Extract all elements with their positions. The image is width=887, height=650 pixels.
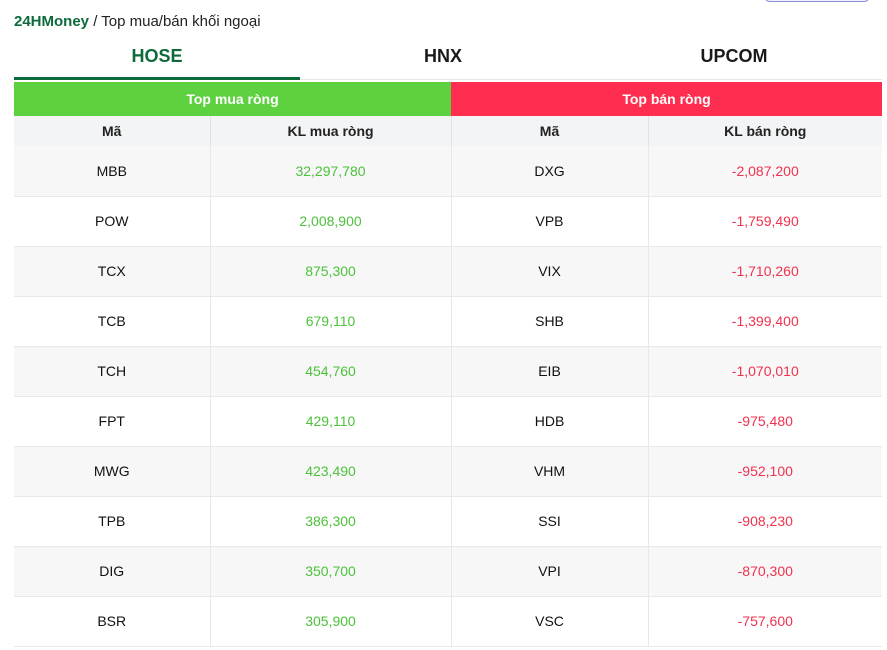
buy-symbol-cell[interactable]: TCX bbox=[14, 246, 211, 297]
top-sell-header: Top bán ròng bbox=[451, 82, 883, 116]
sell-symbol-cell[interactable]: VHM bbox=[451, 446, 649, 497]
table-row: TCH 454,760 EIB -1,070,010 bbox=[14, 346, 883, 397]
top-widget-edge bbox=[764, 0, 870, 2]
buy-symbol-column-header: Mã bbox=[14, 116, 211, 146]
sell-symbol-cell[interactable]: VPI bbox=[451, 546, 649, 597]
sell-volume-column-header: KL bán ròng bbox=[648, 116, 883, 146]
buy-symbol-cell[interactable]: MBB bbox=[14, 146, 211, 197]
exchange-tabs: HOSE HNX UPCOM bbox=[14, 38, 882, 80]
sell-symbol-cell[interactable]: VSC bbox=[451, 596, 649, 647]
breadcrumb-separator: / bbox=[89, 13, 102, 30]
sell-volume-cell: -952,100 bbox=[648, 446, 883, 497]
table-row: TCB 679,110 SHB -1,399,400 bbox=[14, 296, 883, 347]
buy-volume-cell: 386,300 bbox=[210, 496, 452, 547]
sell-symbol-cell[interactable]: EIB bbox=[451, 346, 649, 397]
breadcrumb-brand-link[interactable]: 24HMoney bbox=[14, 13, 90, 30]
tab-upcom[interactable]: UPCOM bbox=[700, 46, 768, 66]
sell-volume-cell: -1,399,400 bbox=[648, 296, 883, 347]
tab-hnx[interactable]: HNX bbox=[423, 46, 462, 66]
table-row: DIG 350,700 VPI -870,300 bbox=[14, 546, 883, 597]
sell-symbol-cell[interactable]: HDB bbox=[451, 396, 649, 447]
sell-volume-cell: -870,300 bbox=[648, 546, 883, 597]
sell-volume-cell: -1,710,260 bbox=[648, 246, 883, 297]
sell-volume-cell: -1,759,490 bbox=[648, 196, 883, 247]
top-buy-header: Top mua ròng bbox=[14, 82, 452, 116]
buy-volume-cell: 305,900 bbox=[210, 596, 452, 647]
buy-symbol-cell[interactable]: TCH bbox=[14, 346, 211, 397]
buy-symbol-cell[interactable]: POW bbox=[14, 196, 211, 247]
tab-hose[interactable]: HOSE bbox=[14, 38, 300, 80]
buy-symbol-cell[interactable]: DIG bbox=[14, 546, 211, 597]
buy-volume-cell: 679,110 bbox=[210, 296, 452, 347]
buy-volume-cell: 423,490 bbox=[210, 446, 452, 497]
sell-volume-cell: -2,087,200 bbox=[648, 146, 883, 197]
buy-volume-cell: 875,300 bbox=[210, 246, 452, 297]
foreign-trading-table: Top mua ròng Top bán ròng Mã KL mua ròng… bbox=[14, 82, 883, 647]
sell-symbol-cell[interactable]: VIX bbox=[451, 246, 649, 297]
table-row: POW 2,008,900 VPB -1,759,490 bbox=[14, 196, 883, 247]
buy-volume-cell: 454,760 bbox=[210, 346, 452, 397]
buy-symbol-cell[interactable]: MWG bbox=[14, 446, 211, 497]
buy-volume-cell: 2,008,900 bbox=[210, 196, 452, 247]
breadcrumb: 24HMoney / Top mua/bán khối ngoại bbox=[14, 12, 261, 32]
sell-volume-cell: -908,230 bbox=[648, 496, 883, 547]
sell-volume-cell: -975,480 bbox=[648, 396, 883, 447]
sell-volume-cell: -1,070,010 bbox=[648, 346, 883, 397]
table-row: TCX 875,300 VIX -1,710,260 bbox=[14, 246, 883, 297]
buy-volume-cell: 32,297,780 bbox=[210, 146, 452, 197]
buy-symbol-cell[interactable]: TPB bbox=[14, 496, 211, 547]
buy-volume-column-header: KL mua ròng bbox=[210, 116, 452, 146]
buy-symbol-cell[interactable]: FPT bbox=[14, 396, 211, 447]
buy-symbol-cell[interactable]: TCB bbox=[14, 296, 211, 347]
sell-symbol-cell[interactable]: SSI bbox=[451, 496, 649, 547]
table-row: MBB 32,297,780 DXG -2,087,200 bbox=[14, 146, 883, 197]
sell-volume-cell: -757,600 bbox=[648, 596, 883, 647]
buy-volume-cell: 350,700 bbox=[210, 546, 452, 597]
sell-symbol-column-header: Mã bbox=[451, 116, 649, 146]
buy-volume-cell: 429,110 bbox=[210, 396, 452, 447]
buy-symbol-cell[interactable]: BSR bbox=[14, 596, 211, 647]
table-row: FPT 429,110 HDB -975,480 bbox=[14, 396, 883, 447]
breadcrumb-current-page: Top mua/bán khối ngoại bbox=[101, 13, 261, 30]
table-row: BSR 305,900 VSC -757,600 bbox=[14, 596, 883, 647]
sell-symbol-cell[interactable]: VPB bbox=[451, 196, 649, 247]
table-row: TPB 386,300 SSI -908,230 bbox=[14, 496, 883, 547]
table-row: MWG 423,490 VHM -952,100 bbox=[14, 446, 883, 497]
sell-symbol-cell[interactable]: SHB bbox=[451, 296, 649, 347]
sell-symbol-cell[interactable]: DXG bbox=[451, 146, 649, 197]
